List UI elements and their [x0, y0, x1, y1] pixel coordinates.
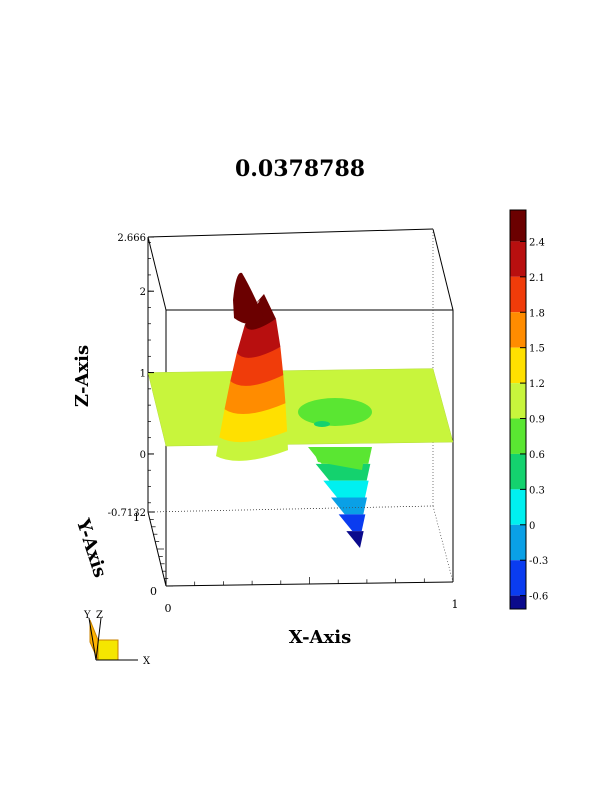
colorbar-swatch	[510, 524, 526, 561]
surface-band	[323, 480, 369, 498]
surface-band	[346, 531, 364, 548]
surface-band	[331, 497, 367, 515]
z-tick-label: 0	[140, 450, 146, 461]
surface-band	[233, 272, 264, 324]
colorbar: 2.4 2.1 1.8 1.5 1.2 0.9 0.6 0.3 0 -0.3 -0.6	[509, 209, 548, 610]
colorbar-swatch	[510, 383, 526, 419]
box-edge-dotted	[432, 505, 454, 583]
surface-dip	[298, 398, 372, 426]
y-tick-label: 1	[133, 511, 140, 524]
surface-band	[312, 447, 366, 470]
box-edge	[432, 228, 454, 311]
colorbar-tick-label: 0.9	[529, 415, 545, 426]
x-tick-label: 0	[165, 602, 172, 615]
z-tick-label: 2	[140, 287, 146, 298]
orientation-label-y: Y	[83, 610, 91, 621]
box-edge	[147, 228, 434, 238]
orientation-label-z: Z	[96, 610, 103, 621]
colorbar-swatch	[510, 312, 526, 348]
y-axis-label: Y-Axis	[72, 515, 111, 580]
chart-title: 0.0378788	[234, 156, 366, 182]
colorbar-tick-label: -0.6	[529, 592, 548, 603]
axes: -0.7132 0 1 2 2.666 0 1 1 0	[108, 233, 459, 615]
colorbar-swatch	[510, 453, 526, 490]
x-tick-label: 1	[452, 598, 459, 611]
surface-plot	[147, 272, 454, 548]
z-tick-label: -0.7132	[108, 508, 146, 519]
colorbar-swatch	[510, 276, 526, 313]
colorbar-swatch	[510, 418, 526, 454]
colorbar-swatch	[510, 347, 526, 384]
colorbar-tick-label: 1.8	[529, 308, 545, 319]
colorbar-tick-label: 2.4	[529, 237, 545, 248]
colorbar-tick-label: -0.3	[529, 556, 548, 567]
box-front	[147, 511, 454, 587]
surface-band	[216, 431, 288, 461]
y-tick-label: 0	[150, 585, 157, 598]
orientation-cube-icon	[97, 639, 119, 661]
surface-band	[338, 514, 366, 532]
colorbar-tick-label: 1.2	[529, 379, 545, 390]
z-tick-label: 1	[140, 369, 146, 380]
colorbar-tick-label: 1.5	[529, 344, 545, 355]
colorbar-swatch	[510, 210, 526, 242]
surface-dip	[314, 421, 330, 427]
colorbar-swatch	[510, 560, 526, 596]
colorbar-frame	[509, 209, 527, 610]
box-edge	[147, 236, 167, 311]
orientation-label-x: X	[143, 656, 151, 667]
colorbar-tick-label: 2.1	[529, 273, 545, 284]
colorbar-swatch	[510, 241, 526, 277]
orientation-widget: Y Z X	[83, 610, 151, 667]
z-tick-label: 2.666	[117, 233, 146, 244]
colorbar-tick-label: 0.6	[529, 450, 545, 461]
colorbar-tick-label: 0	[529, 521, 535, 532]
colorbar-swatch	[510, 489, 526, 525]
x-axis-label: X-Axis	[289, 627, 351, 648]
colorbar-tick-label: 0.3	[529, 485, 545, 496]
colorbar-swatch	[510, 595, 526, 609]
box-back	[147, 228, 454, 586]
z-axis-label: Z-Axis	[72, 345, 93, 407]
